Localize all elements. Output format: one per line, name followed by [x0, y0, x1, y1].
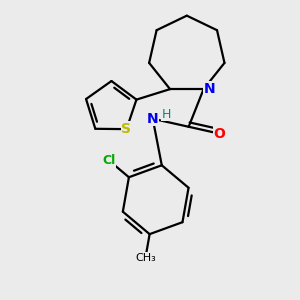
Text: N: N	[147, 112, 159, 126]
Text: N: N	[203, 82, 215, 96]
Text: H: H	[162, 108, 171, 121]
Text: S: S	[122, 122, 131, 136]
Text: Cl: Cl	[103, 154, 116, 167]
Text: O: O	[213, 127, 225, 141]
Text: CH₃: CH₃	[135, 253, 156, 263]
